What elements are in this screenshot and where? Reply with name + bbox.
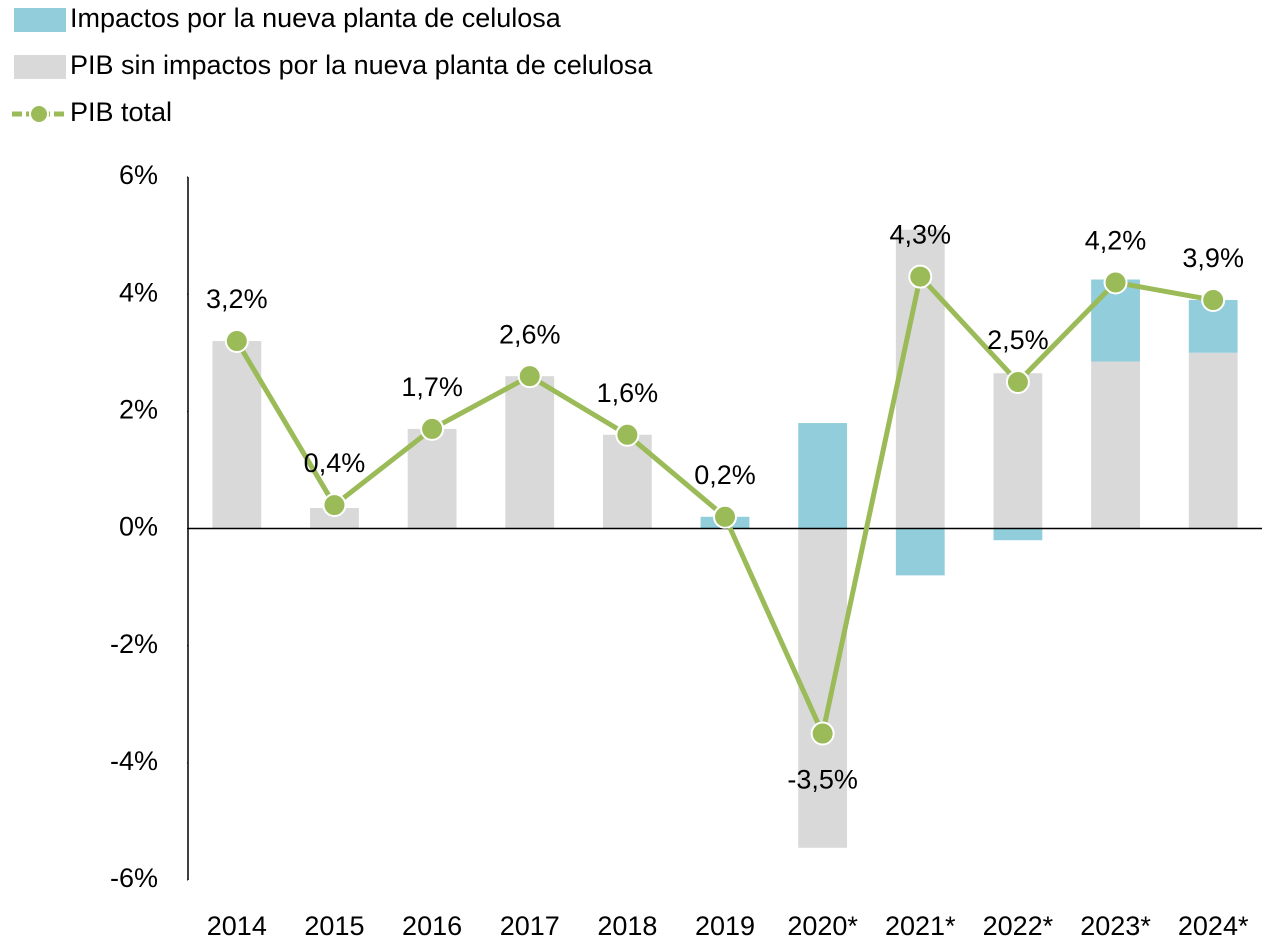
bar <box>993 528 1043 541</box>
legend-swatch <box>14 8 66 32</box>
marker <box>810 721 835 746</box>
marker <box>1005 370 1030 395</box>
data-label: 2,6% <box>499 319 561 349</box>
y-tick-label: 0% <box>119 512 158 542</box>
x-tick-label: 2019 <box>695 911 755 940</box>
legend-label: PIB sin impactos por la nueva planta de … <box>70 50 653 80</box>
bar <box>505 376 555 529</box>
bar <box>1188 352 1238 529</box>
x-tick-label: 2017 <box>500 911 560 940</box>
marker <box>322 493 347 518</box>
legend-label: Impactos por la nueva planta de celulosa <box>70 3 562 33</box>
marker <box>420 416 445 441</box>
data-label: 1,7% <box>401 372 463 402</box>
x-tick-label: 2024* <box>1178 911 1249 940</box>
legend-label: PIB total <box>70 97 172 127</box>
bar <box>798 528 848 848</box>
marker <box>517 364 542 389</box>
bar <box>798 423 848 529</box>
data-label: 2,5% <box>987 325 1049 355</box>
y-tick-label: 2% <box>119 394 158 424</box>
x-tick-label: 2022* <box>983 911 1054 940</box>
y-tick-label: -6% <box>110 863 158 893</box>
marker <box>1201 288 1226 313</box>
x-tick-label: 2020* <box>787 911 858 940</box>
bar <box>895 528 945 576</box>
y-tick-label: 4% <box>119 277 158 307</box>
data-label: -3,5% <box>787 765 858 795</box>
data-label: 3,9% <box>1182 243 1244 273</box>
marker <box>1103 270 1128 295</box>
data-label: 4,2% <box>1085 226 1147 256</box>
data-label: 3,2% <box>206 284 268 314</box>
bar <box>993 373 1043 529</box>
marker <box>713 504 737 529</box>
y-tick-label: -2% <box>110 629 158 659</box>
x-tick-label: 2021* <box>885 911 956 940</box>
bar <box>1091 361 1140 529</box>
x-tick-label: 2023* <box>1080 911 1151 940</box>
y-tick-label: -4% <box>110 746 158 776</box>
x-tick-label: 2016 <box>402 911 462 940</box>
y-tick-label: 6% <box>119 160 158 190</box>
data-label: 4,3% <box>889 220 951 250</box>
bar <box>407 428 457 529</box>
x-tick-label: 2018 <box>597 911 657 940</box>
data-label: 1,6% <box>597 378 659 408</box>
bar <box>310 507 359 529</box>
marker <box>908 264 933 289</box>
x-tick-label: 2015 <box>304 911 364 940</box>
marker <box>224 329 249 354</box>
x-tick-label: 2014 <box>207 911 267 940</box>
data-label: 0,4% <box>304 448 366 478</box>
data-label: 0,2% <box>694 460 756 490</box>
legend-swatch <box>14 55 66 79</box>
marker <box>615 422 640 447</box>
legend-marker <box>29 104 49 124</box>
